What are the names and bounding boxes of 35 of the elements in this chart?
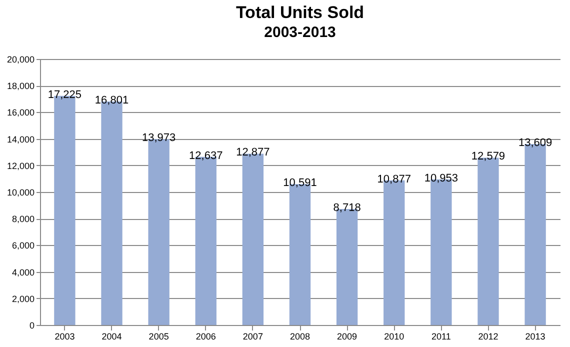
y-tick-label: 6,000 [12,240,34,251]
x-tick-label: 2005 [148,332,169,342]
data-label: 10,877 [377,173,411,186]
data-label: 10,591 [283,177,317,190]
x-tick-label: 2009 [337,332,358,342]
x-tick-label: 2003 [54,332,75,342]
x-tick-label: 2004 [102,332,122,342]
x-tick-label: 2012 [478,332,498,342]
x-tick-label: 2007 [242,332,263,342]
x-tick-label: 2010 [384,332,404,342]
x-tick-label: 2013 [525,332,546,342]
y-tick-label: 10,000 [6,188,34,198]
x-tick-label: 2006 [196,332,216,342]
y-tick-label: 14,000 [6,134,34,144]
x-tick-label: 2008 [290,332,310,342]
chart-title: Total Units Sold [236,3,364,22]
data-label: 12,637 [189,150,223,162]
y-tick-label: 20,000 [6,54,34,64]
x-tick-label: 2011 [431,332,451,342]
y-tick-label: 4,000 [12,267,34,278]
data-label: 13,973 [142,132,176,144]
data-label: 12,579 [471,150,506,163]
y-tick-label: 8,000 [12,214,34,224]
y-tick-label: 2,000 [12,294,34,304]
data-label: 10,953 [424,172,458,184]
y-tick-label: 16,000 [6,108,34,118]
y-tick-label: 0 [29,320,34,330]
chart-subtitle: 2003-2013 [264,24,336,41]
data-label: 17,225 [48,88,82,101]
data-label: 16,801 [94,94,129,107]
y-tick-label: 18,000 [6,81,34,92]
data-label: 8,718 [333,202,361,214]
y-tick-label: 12,000 [6,160,34,171]
data-label: 13,609 [518,137,552,149]
data-label: 12,877 [236,146,270,159]
